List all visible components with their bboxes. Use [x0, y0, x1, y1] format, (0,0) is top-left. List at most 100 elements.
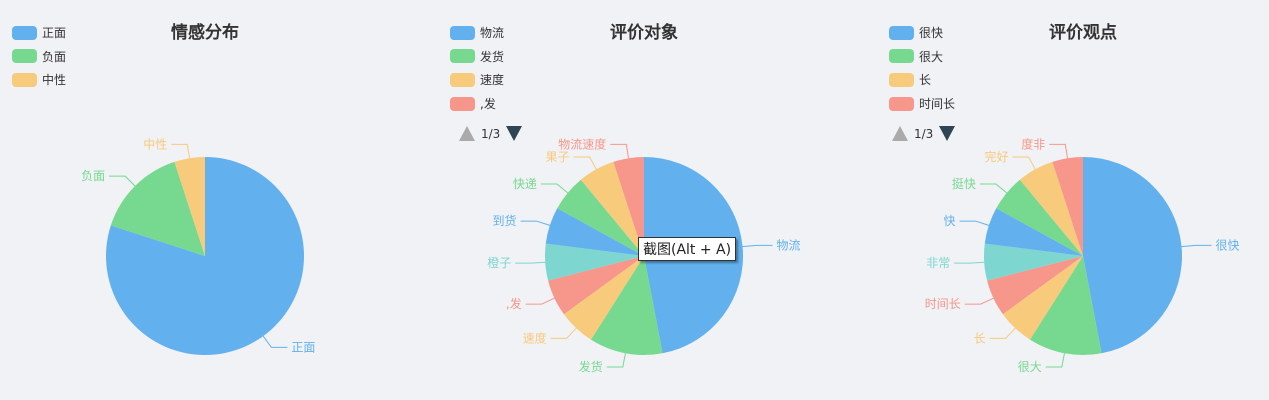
slice-label: 挺快: [952, 176, 976, 191]
label-leader-line: [979, 183, 1008, 194]
page-down-icon[interactable]: [939, 126, 956, 141]
legend-item[interactable]: 正面: [12, 21, 66, 45]
slice-label: 物流: [776, 238, 800, 252]
slice-label: 橙子: [487, 255, 511, 270]
chart-title: 评价对象: [610, 23, 678, 43]
legend-label: 正面: [42, 26, 67, 41]
pie-slice[interactable]: [1002, 256, 1083, 340]
legend-label: 时间长: [919, 97, 956, 112]
label-leader-line: [1181, 244, 1212, 248]
slice-label: 正面: [291, 340, 315, 354]
slice-label: 果子: [546, 150, 570, 164]
label-leader-line: [525, 297, 555, 305]
pie-slice[interactable]: [557, 179, 644, 256]
pie-slice[interactable]: [984, 243, 1083, 281]
legend-label: 很快: [919, 26, 944, 41]
legend-label: 负面: [42, 49, 67, 64]
slice-label: 速度: [523, 330, 547, 345]
label-leader-line: [540, 183, 569, 194]
chart-legend: 正面负面中性: [12, 21, 66, 92]
legend-item[interactable]: 速度: [450, 68, 504, 92]
legend-label: 物流: [480, 26, 505, 41]
legend-label: ,发: [480, 97, 496, 112]
label-leader-line: [515, 261, 546, 264]
legend-pager: 1/3: [892, 126, 956, 141]
pie-slice[interactable]: [996, 179, 1083, 256]
label-leader-line: [262, 335, 288, 348]
pie-slice[interactable]: [545, 243, 644, 281]
pie-slice[interactable]: [1029, 256, 1102, 355]
legend-swatch: [450, 25, 475, 40]
slice-label: 发货: [579, 359, 603, 374]
legend-swatch: [450, 96, 475, 111]
slice-label: 很大: [1018, 360, 1042, 374]
slice-label: 完好: [985, 149, 1009, 164]
page-down-icon[interactable]: [506, 126, 523, 141]
legend-item[interactable]: 物流: [450, 21, 504, 45]
pie-slice[interactable]: [590, 256, 663, 355]
slice-label: 到货: [493, 213, 517, 228]
chart-legend: 很快 很大长时间长: [889, 21, 955, 115]
legend-swatch: [12, 25, 37, 40]
pie-slice[interactable]: [110, 161, 205, 256]
legend-swatch: [450, 49, 475, 64]
pie-slice[interactable]: [613, 157, 644, 256]
screenshot-tooltip: 截图(Alt + A): [638, 237, 737, 261]
pie-slice[interactable]: [987, 256, 1083, 315]
label-leader-line: [520, 220, 550, 226]
slice-label: 时间长: [925, 297, 961, 311]
chart-title: 情感分布: [171, 23, 239, 43]
slice-label: 中性: [143, 136, 167, 151]
pie-slice[interactable]: [580, 161, 644, 256]
legend-swatch: [889, 25, 914, 40]
legend-pager: 1/3: [459, 126, 523, 141]
pie-slice[interactable]: [1019, 161, 1083, 256]
label-leader-line: [964, 297, 994, 305]
pie-slice[interactable]: [1052, 157, 1083, 256]
label-leader-line: [171, 143, 191, 159]
chart-panel-opinion: 很快 很大长时间长 非常快挺快 完好 度非 很快 很大长时间长 评价观点 1/3: [877, 0, 1269, 400]
label-leader-line: [1045, 353, 1065, 368]
label-leader-line: [109, 175, 136, 187]
pager-text: 1/3: [481, 126, 501, 141]
legend-item[interactable]: 很大: [889, 45, 955, 69]
slice-label: ,发: [506, 296, 522, 311]
legend-swatch: [889, 72, 914, 87]
legend-swatch: [12, 72, 37, 87]
legend-item[interactable]: 中性: [12, 68, 66, 92]
page-up-icon[interactable]: [892, 126, 908, 141]
slice-label: 长: [974, 331, 986, 345]
label-leader-line: [610, 143, 630, 159]
label-leader-line: [1012, 156, 1036, 170]
legend-label: 很大: [919, 49, 944, 64]
label-leader-line: [959, 220, 989, 226]
slice-label: 快: [944, 214, 956, 228]
slice-label: 快递: [513, 177, 537, 191]
legend-item[interactable]: 长: [889, 68, 955, 92]
legend-item[interactable]: 发货: [450, 45, 504, 69]
slice-label: 很快: [1215, 238, 1239, 252]
label-leader-line: [954, 261, 985, 264]
legend-swatch: [450, 72, 475, 87]
legend-label: 长: [919, 73, 932, 88]
pie-slice[interactable]: [545, 208, 644, 256]
legend-label: 速度: [480, 73, 505, 88]
pie-slice[interactable]: [563, 256, 644, 340]
pie-slice[interactable]: [984, 208, 1083, 256]
slice-label: 度非: [1021, 136, 1045, 151]
pie-slice[interactable]: [174, 157, 205, 256]
chart-title: 评价观点: [1049, 23, 1117, 43]
chart-panel-target: 物流 发货 速度 ,发 橙子 到货 快递 果子 物流速度 物流 发货 速度 ,发 评价对象 1/3: [438, 0, 861, 400]
legend-item[interactable]: 负面: [12, 45, 66, 69]
slice-label: 非常: [926, 256, 950, 270]
legend-item[interactable]: 很快: [889, 21, 955, 45]
legend-item[interactable]: 时间长: [889, 92, 955, 116]
page-up-icon[interactable]: [459, 126, 475, 141]
legend-item[interactable]: ,发: [450, 92, 504, 116]
pie-slice[interactable]: [548, 256, 644, 315]
chart-legend: 物流发货速度 ,发: [450, 21, 504, 115]
pie-slice[interactable]: [1083, 157, 1182, 354]
legend-swatch: [889, 49, 914, 64]
legend-swatch: [12, 49, 37, 64]
